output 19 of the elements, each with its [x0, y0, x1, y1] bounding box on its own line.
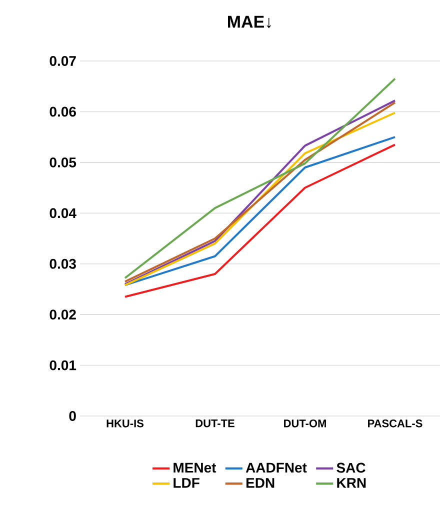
legend-label: MENet: [174, 462, 216, 473]
y-tick-label: 0.04: [50, 208, 76, 218]
y-tick-label: 0.07: [50, 56, 76, 66]
y-tick-label: 0: [69, 411, 76, 421]
x-tick-label: PASCAL-S: [368, 420, 422, 428]
legend-label: AADFNet: [246, 462, 307, 473]
y-tick-label: 0.01: [50, 360, 76, 370]
legend-label: EDN: [246, 478, 274, 488]
chart-title: MAE↓: [228, 16, 271, 28]
y-tick-label: 0.02: [50, 310, 76, 320]
y-tick-label: 0.06: [50, 106, 76, 117]
legend-label: KRN: [337, 478, 366, 488]
x-tick-label: DUT-OM: [284, 420, 326, 428]
legend-label: LDF: [174, 478, 200, 488]
x-tick-label: DUT-TE: [196, 420, 234, 428]
y-tick-label: 0.05: [50, 157, 76, 168]
x-tick-label: HKU-IS: [106, 420, 144, 428]
legend-label: SAC: [336, 462, 366, 473]
y-tick-label: 0.03: [50, 258, 76, 269]
